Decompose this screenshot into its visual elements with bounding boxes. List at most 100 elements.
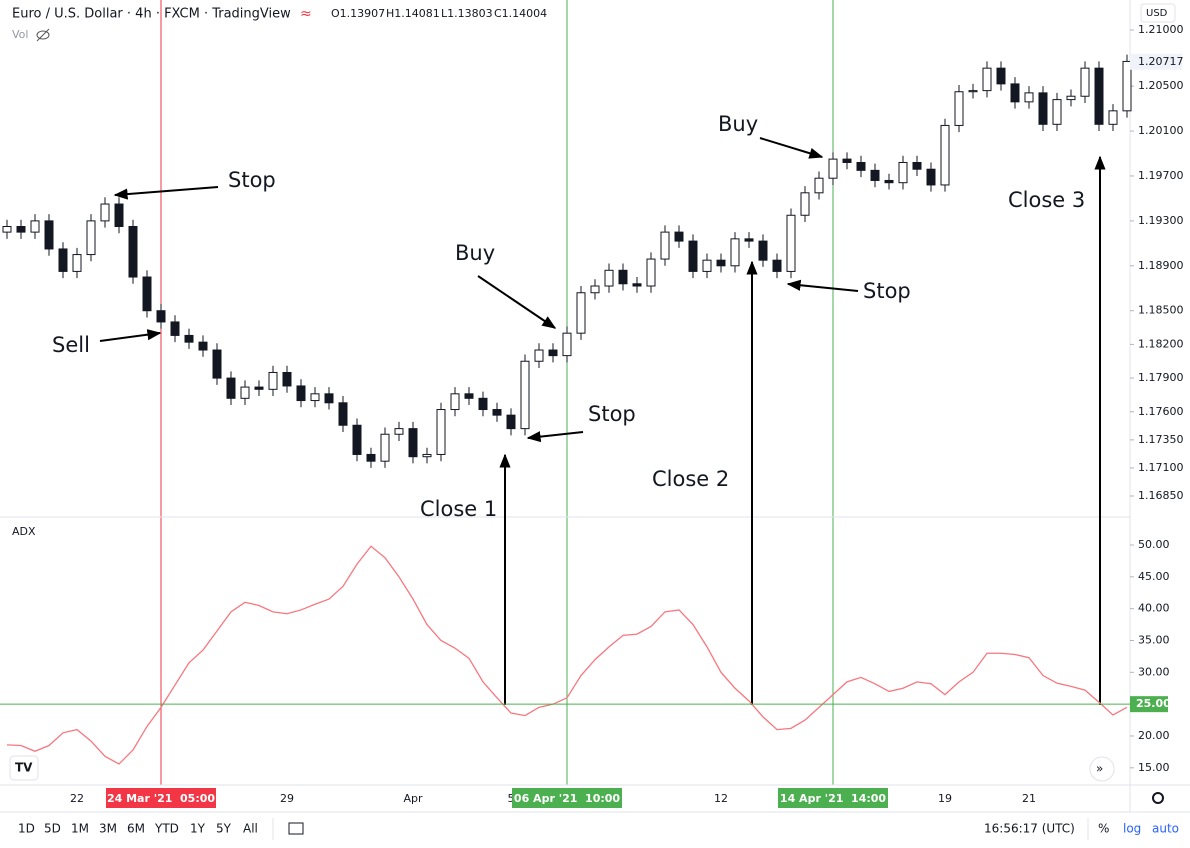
x-tick-label: 22 (70, 792, 84, 805)
candle-body (702, 259, 712, 272)
annotation: Close 2 (652, 467, 729, 491)
candle-body (618, 269, 628, 285)
candle-body (100, 203, 110, 222)
candle-body (758, 240, 768, 261)
adx-line (6, 545, 1128, 765)
candle-body (968, 90, 978, 93)
candle-body (982, 67, 992, 92)
candle-body (996, 67, 1006, 85)
candle-body (16, 225, 26, 233)
candle-body (422, 453, 432, 458)
currency-button[interactable] (1140, 3, 1176, 23)
candle-body (338, 402, 348, 426)
percent-toggle[interactable]: % (1098, 822, 1109, 836)
range-button[interactable]: 1D (18, 822, 35, 836)
candle-body (408, 428, 418, 458)
annotation: Close 3 (1008, 188, 1085, 212)
annotation: Buy (455, 241, 495, 265)
candle-body (926, 168, 936, 186)
y-tick-label: 1.19300 (1138, 214, 1184, 227)
candle-body (562, 332, 572, 357)
y-tick-label: 1.20100 (1138, 124, 1184, 137)
candle-body (170, 321, 180, 336)
candle-body (352, 424, 362, 455)
candle-body (478, 397, 488, 411)
candle-body (842, 158, 852, 163)
y-tick-label: 1.20500 (1138, 79, 1184, 92)
candle-body (72, 254, 82, 272)
arrow (99, 329, 162, 342)
settings-icon[interactable] (1152, 792, 1164, 804)
candle-body (1122, 60, 1132, 112)
time-marker-tag (106, 788, 216, 808)
candle-body (954, 91, 964, 126)
candle-body (86, 220, 96, 256)
volume-label: Vol (12, 28, 28, 41)
y-tick-label: 1.17100 (1138, 461, 1184, 474)
y-tick-label: 45.00 (1138, 570, 1170, 583)
candle-body (380, 433, 390, 462)
y-tick-label: 1.17350 (1138, 433, 1184, 446)
last-price-label: 1.20717 (1138, 55, 1184, 68)
x-tick-label: 06 Apr '21 10:00 (514, 792, 620, 805)
candle-body (1038, 92, 1048, 125)
range-button[interactable]: 1M (71, 822, 89, 836)
candle-body (730, 238, 740, 267)
x-tick-label: 14 Apr '21 14:00 (780, 792, 886, 805)
time-marker-tag (778, 788, 888, 808)
annotation: Buy (718, 112, 758, 136)
candle-body (268, 371, 278, 390)
x-tick-label: Apr (403, 792, 423, 805)
svg-text:TV: TV (15, 761, 33, 775)
range-button[interactable]: 6M (127, 822, 145, 836)
candle-body (870, 169, 880, 181)
candle-body (436, 409, 446, 455)
candle-body (366, 453, 376, 462)
hide-icon[interactable] (36, 28, 50, 42)
candle-body (506, 414, 516, 430)
y-tick-label: 20.00 (1138, 729, 1170, 742)
candle-body (1052, 99, 1062, 125)
x-tick-label: 21 (1022, 792, 1036, 805)
candle-body (898, 161, 908, 184)
candle-body (800, 192, 810, 216)
range-button[interactable]: 5Y (216, 822, 232, 836)
candle-body (688, 240, 698, 272)
compare-icon[interactable] (288, 822, 304, 835)
candle-body (632, 283, 642, 287)
ohlc-close: C1.14004 (494, 7, 547, 20)
candle-body (226, 377, 236, 399)
scroll-button[interactable]: » (1089, 756, 1115, 782)
plot-layer (160, 0, 834, 785)
y-tick-label: 1.18500 (1138, 304, 1184, 317)
tv-logo[interactable]: TV (9, 755, 39, 781)
range-button[interactable]: All (243, 822, 258, 836)
candle-body (884, 179, 894, 184)
annotation: Stop (863, 279, 911, 303)
range-button[interactable]: 1Y (190, 822, 206, 836)
candle-body (184, 334, 194, 343)
y-tick-label: 1.19700 (1138, 169, 1184, 182)
range-button[interactable]: 3M (99, 822, 117, 836)
candle-body (310, 393, 320, 402)
log-toggle[interactable]: log (1123, 822, 1141, 836)
x-tick-label: 29 (280, 792, 294, 805)
annotation: Sell (52, 333, 90, 357)
candle-body (30, 220, 40, 233)
y-tick-label: 15.00 (1138, 761, 1170, 774)
auto-toggle[interactable]: auto (1152, 822, 1179, 836)
y-tick-label: 1.18900 (1138, 259, 1184, 272)
range-button[interactable]: YTD (154, 822, 179, 836)
time-marker-tag (512, 788, 622, 808)
currency-label[interactable]: USD (1146, 8, 1168, 19)
arrow (526, 431, 584, 443)
y-tick-label: 1.16850 (1138, 489, 1184, 502)
range-button[interactable]: 5D (44, 822, 61, 836)
candle-body (492, 409, 502, 416)
candle-body (296, 385, 306, 402)
ohlc-open: O1.13907 (331, 7, 385, 20)
level-tag (1130, 696, 1168, 713)
candle-body (142, 276, 152, 312)
